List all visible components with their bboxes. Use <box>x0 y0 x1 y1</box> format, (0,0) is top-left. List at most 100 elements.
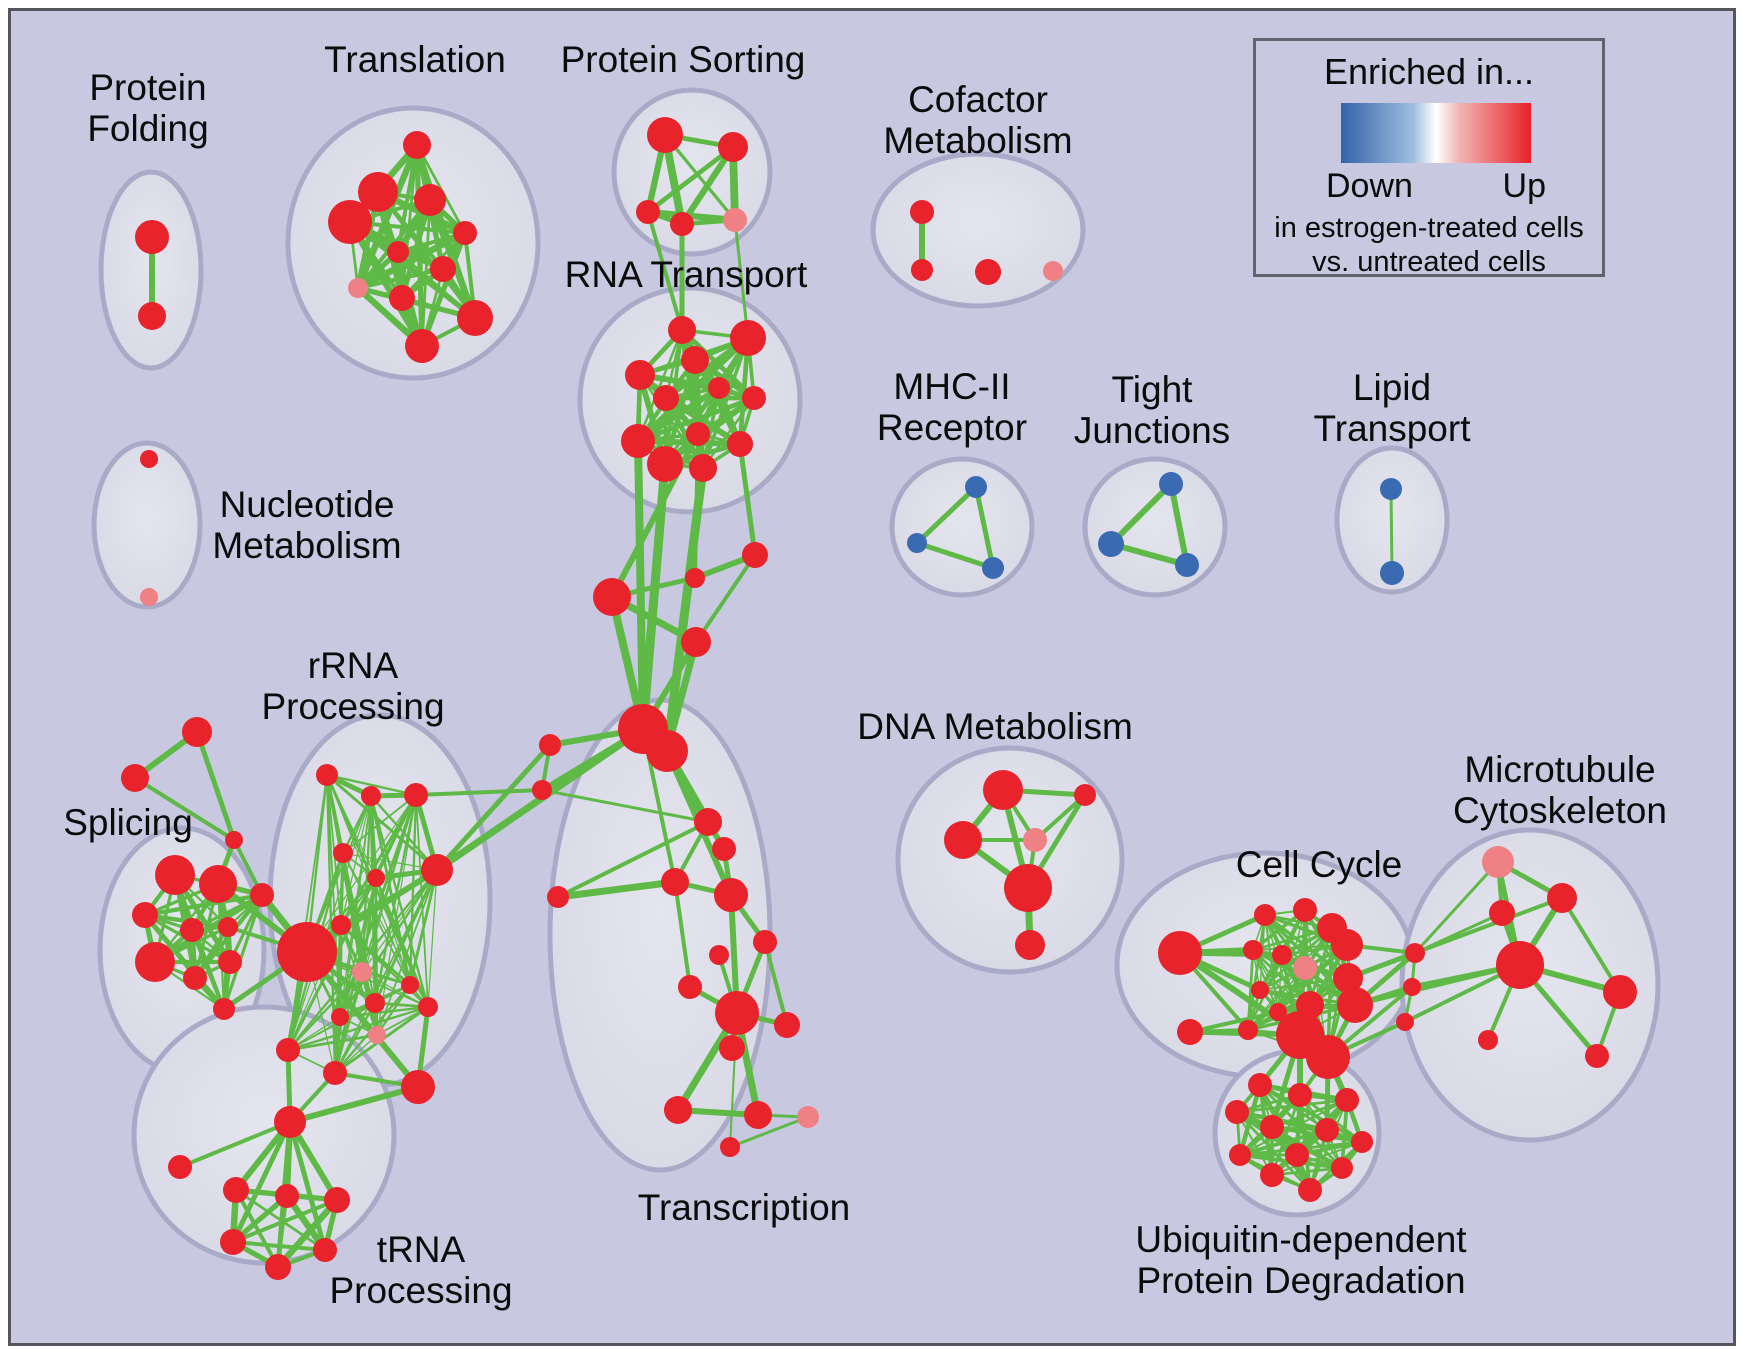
cluster-label-lipid-transport: Lipid <box>1353 367 1431 408</box>
network-edge <box>763 940 789 1027</box>
node-tl3 <box>414 184 446 216</box>
cluster-label-ubiquitin-degradation: Protein Degradation <box>1136 1260 1465 1301</box>
node-rt11 <box>689 454 717 482</box>
cluster-label-tight-junctions: Tight <box>1112 369 1194 410</box>
cluster-ellipse-trna-processing <box>131 1004 397 1266</box>
node-r5 <box>367 869 385 887</box>
network-edge <box>1238 1128 1329 1157</box>
node-p5 <box>218 917 238 937</box>
network-edge <box>287 1084 421 1125</box>
network-edge <box>286 1033 379 1052</box>
node-c17 <box>1238 1020 1258 1040</box>
node-tl4 <box>328 200 372 244</box>
cluster-label-cofactor-metabolism: Metabolism <box>883 120 1072 161</box>
network-edge <box>354 229 469 292</box>
node-c2 <box>1177 1019 1203 1045</box>
network-edge <box>678 143 737 228</box>
node-cm1 <box>910 200 934 224</box>
cluster-label-trna-processing: tRNA <box>377 1229 466 1270</box>
node-c16 <box>1306 1035 1350 1079</box>
node-ps1 <box>647 117 683 153</box>
cluster-ellipse-cell-cycle <box>1114 850 1416 1080</box>
cluster-ellipse-cofactor-metabolism <box>870 151 1086 309</box>
network-edge <box>663 133 737 222</box>
node-c4 <box>1293 898 1317 922</box>
node-h1 <box>223 1177 249 1203</box>
node-p10 <box>213 998 235 1020</box>
node-nm1 <box>140 450 158 468</box>
node-mh2 <box>907 533 927 553</box>
network-edge <box>325 773 418 797</box>
cluster-label-cofactor-metabolism: Cofactor <box>908 79 1048 120</box>
node-c9 <box>1293 956 1317 980</box>
node-s3 <box>225 831 243 849</box>
network-edge <box>342 794 417 854</box>
node-r2 <box>361 786 381 806</box>
node-u1 <box>1248 1073 1272 1097</box>
node-x3 <box>661 868 689 896</box>
cluster-label-mhc-ii-receptor: Receptor <box>877 407 1027 448</box>
network-edge <box>737 441 758 558</box>
cluster-label-dna-metabolism: DNA Metabolism <box>857 706 1133 747</box>
network-edge <box>334 869 438 1074</box>
node-h2 <box>275 1184 299 1208</box>
network-edge <box>644 208 739 224</box>
network-edge <box>234 1188 280 1269</box>
node-rt6 <box>708 377 730 399</box>
node-tj2 <box>1098 531 1124 557</box>
network-edge <box>178 1120 292 1169</box>
node-rt4 <box>681 346 709 374</box>
network-edge <box>427 869 438 1008</box>
node-c12 <box>1269 1003 1287 1021</box>
node-rt8 <box>686 422 710 446</box>
node-cm2 <box>911 259 933 281</box>
cluster-label-cell-cycle: Cell Cycle <box>1236 844 1403 885</box>
node-c7 <box>1243 940 1263 960</box>
network-edge <box>1247 967 1306 1031</box>
cluster-label-lipid-transport: Transport <box>1314 408 1472 449</box>
node-ps3 <box>636 200 660 224</box>
network-edge <box>287 984 411 1051</box>
node-d3 <box>944 821 982 859</box>
node-c3 <box>1254 904 1276 926</box>
network-edge <box>609 431 701 600</box>
cluster-ellipse-mhc-ii-receptor <box>889 456 1035 598</box>
cluster-label-protein-folding: Protein <box>89 67 206 108</box>
node-p1 <box>155 855 195 895</box>
node-bn2 <box>1403 978 1421 996</box>
network-edge <box>729 1012 738 1148</box>
cluster-label-nucleotide-metabolism: Metabolism <box>212 525 401 566</box>
network-edge <box>1247 927 1333 1031</box>
node-h6 <box>265 1254 291 1280</box>
node-c14 <box>1337 987 1373 1023</box>
legend-subtitle-line2: vs. untreated cells <box>1312 246 1546 278</box>
network-edge <box>1389 487 1394 575</box>
node-x8 <box>678 975 702 999</box>
node-tl2 <box>358 172 398 212</box>
node-m8 <box>532 780 552 800</box>
node-r13 <box>401 976 419 994</box>
node-m6 <box>646 730 688 772</box>
cluster-label-transcription: Transcription <box>638 1187 850 1228</box>
network-edge <box>635 438 743 447</box>
network-edge <box>414 788 544 797</box>
network-edge <box>645 144 736 215</box>
node-tl6 <box>387 241 409 263</box>
node-r17 <box>421 854 453 886</box>
node-u6 <box>1315 1118 1339 1142</box>
node-tj1 <box>1159 472 1183 496</box>
network-edge <box>347 219 478 321</box>
node-th <box>274 1106 306 1138</box>
cluster-label-splicing: Splicing <box>63 802 193 843</box>
node-u5 <box>1260 1115 1284 1139</box>
node-h3 <box>324 1187 350 1213</box>
node-m3 <box>742 542 768 568</box>
node-x11 <box>719 1035 745 1061</box>
node-u3 <box>1225 1100 1249 1124</box>
node-m1 <box>593 578 631 616</box>
network-edge <box>408 793 418 987</box>
node-tl5 <box>453 221 477 245</box>
node-bn3 <box>1396 1013 1414 1031</box>
